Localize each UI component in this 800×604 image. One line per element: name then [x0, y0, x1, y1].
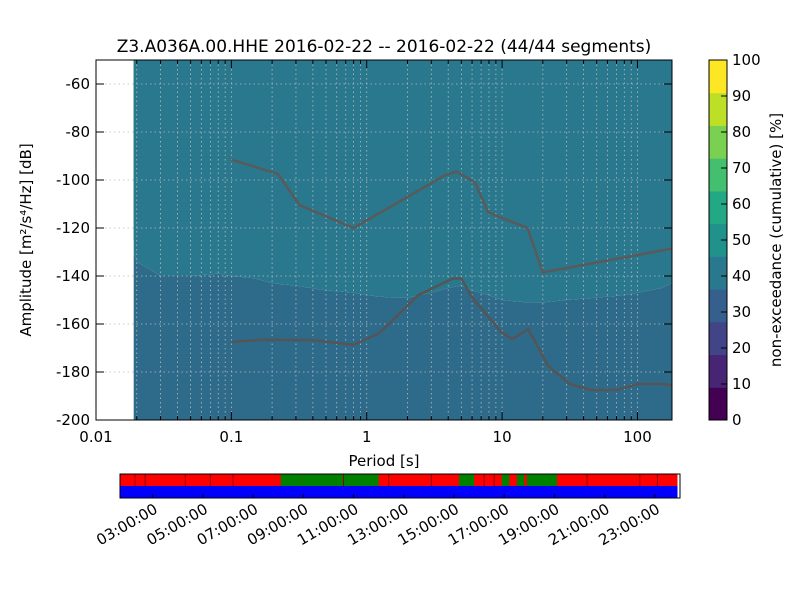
- colorbar-swatch: [709, 256, 727, 290]
- present-data-segment: [328, 474, 354, 486]
- x-axis: 0.01 0.1 1 10 100: [79, 60, 652, 446]
- present-data-segment: [459, 474, 475, 486]
- psd-heatmap: [133, 60, 672, 420]
- x-axis-label: Period [s]: [348, 452, 419, 470]
- colorbar-tick-label: 90: [732, 87, 751, 105]
- present-data-segment: [516, 474, 525, 486]
- y-axis: -60 -80 -100 -120 -140 -160 -180 -200: [56, 75, 672, 429]
- plot-frame: [95, 59, 673, 421]
- psd-band-45: [133, 60, 672, 303]
- y-tick-label: -120: [56, 219, 90, 237]
- chart-title: Z3.A036A.00.HHE 2016-02-22 -- 2016-02-22…: [117, 37, 652, 57]
- x-tick-label: 100: [623, 428, 652, 446]
- y-tick-label: -180: [56, 363, 90, 381]
- psd-band-base: [133, 252, 672, 420]
- present-data-segment: [280, 474, 304, 486]
- coverage-band: [120, 486, 678, 498]
- colorbar-swatch: [709, 92, 727, 126]
- colorbar-swatch: [709, 190, 727, 225]
- reference-curve-2: [231, 277, 672, 392]
- coverage-timeline: 03:00:0005:00:0007:00:0009:00:0011:00:00…: [93, 473, 681, 549]
- y-tick-label: -140: [56, 267, 90, 285]
- grid: [96, 60, 672, 420]
- colorbar-swatch: [709, 321, 727, 356]
- y-tick-label: -100: [56, 171, 90, 189]
- colorbar-swatch: [709, 387, 727, 421]
- colorbar-tick-label: 40: [732, 267, 751, 285]
- x-tick-label: 0.1: [219, 428, 243, 446]
- x-tick-label: 1: [362, 428, 372, 446]
- timeline-frame: [119, 473, 681, 499]
- colorbar-swatch: [709, 125, 727, 159]
- colorbar-tick-label: 100: [732, 51, 761, 69]
- gap-band: [120, 474, 678, 486]
- reference-curve-1: [231, 158, 672, 274]
- y-axis-label: Amplitude [m²/s⁴/Hz] [dB]: [17, 143, 35, 336]
- colorbar-swatch: [709, 223, 727, 257]
- present-data-segment: [303, 474, 329, 486]
- y-tick-label: -200: [56, 411, 90, 429]
- colorbar-tick-label: 0: [732, 411, 742, 429]
- colorbar-tick-label: 70: [732, 159, 751, 177]
- psd-plot: 0.01 0.1 1 10 100-60-80-100-120-140-160-180-…: [56, 59, 673, 446]
- present-data-segment: [353, 474, 379, 486]
- x-tick-label: 10: [493, 428, 512, 446]
- present-data-segment: [501, 474, 510, 486]
- colorbar-swatch: [709, 354, 727, 388]
- colorbar-tick-label: 30: [732, 303, 751, 321]
- y-tick-label: -80: [66, 123, 91, 141]
- colorbar-swatch: [709, 158, 727, 192]
- colorbar-swatch: [709, 60, 727, 94]
- y-tick-label: -60: [66, 75, 91, 93]
- colorbar-label: non-exceedance (cumulative) [%]: [767, 113, 785, 367]
- colorbar-tick-label: 50: [732, 231, 751, 249]
- colorbar-tick-label: 10: [732, 375, 751, 393]
- y-tick-label: -160: [56, 315, 90, 333]
- colorbar-tick-label: 20: [732, 339, 751, 357]
- colorbar-tick-label: 60: [732, 195, 751, 213]
- x-tick-label: 0.01: [79, 428, 112, 446]
- colorbar: 0 10 20 30 40 50 60 70 80 90 100: [708, 51, 761, 429]
- present-data-segment: [526, 474, 557, 486]
- colorbar-swatch: [709, 289, 727, 323]
- colorbar-tick-label: 80: [732, 123, 751, 141]
